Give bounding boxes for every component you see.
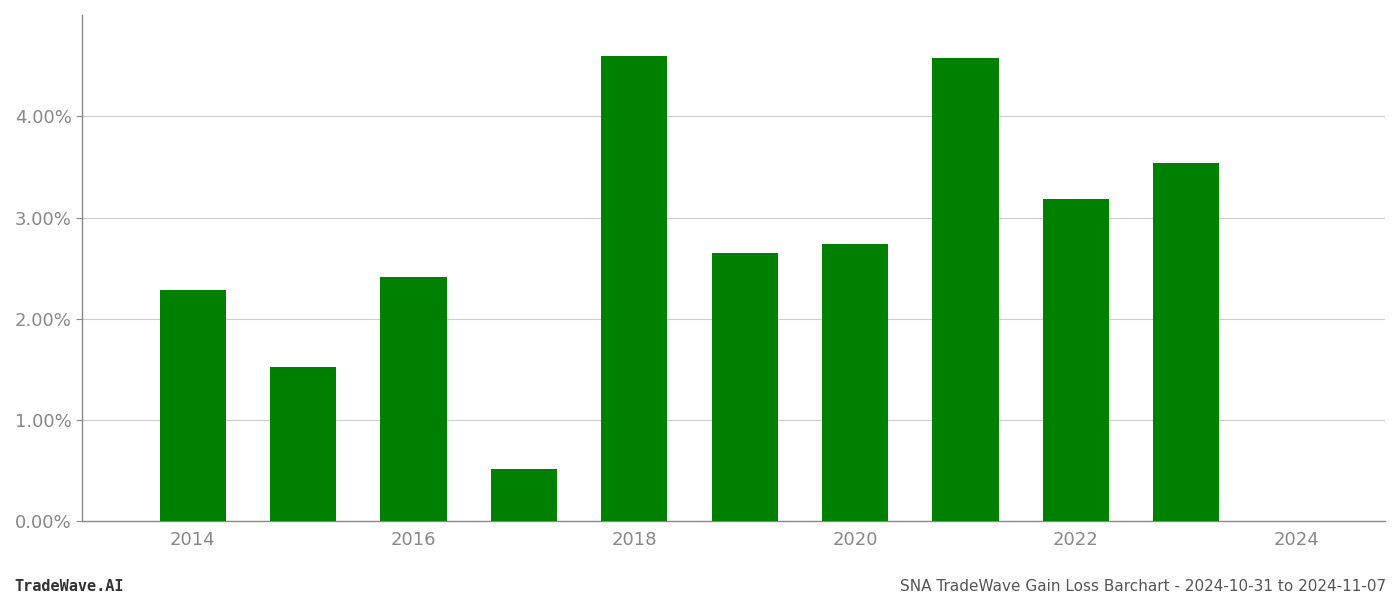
Bar: [932, 58, 998, 521]
Bar: [1154, 163, 1219, 521]
Bar: [601, 56, 668, 521]
Text: TradeWave.AI: TradeWave.AI: [14, 579, 123, 594]
Bar: [160, 290, 225, 521]
Bar: [822, 244, 888, 521]
Bar: [711, 253, 778, 521]
Text: SNA TradeWave Gain Loss Barchart - 2024-10-31 to 2024-11-07: SNA TradeWave Gain Loss Barchart - 2024-…: [900, 579, 1386, 594]
Bar: [270, 367, 336, 521]
Bar: [491, 469, 557, 521]
Bar: [1043, 199, 1109, 521]
Bar: [381, 277, 447, 521]
